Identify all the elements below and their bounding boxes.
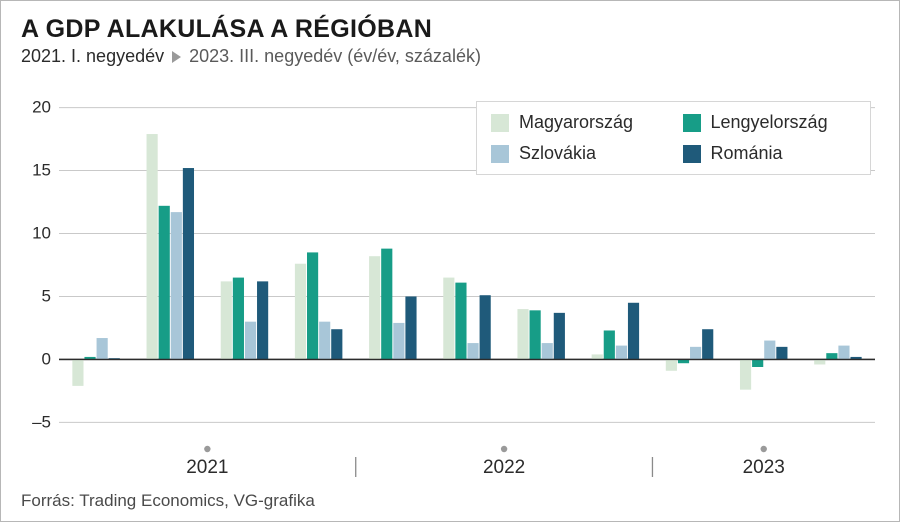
bar [455, 283, 466, 360]
legend: Magyarország Lengyelország Szlovákia Rom… [476, 101, 871, 175]
subtitle-from: 2021. I. negyedév [21, 46, 164, 67]
legend-label: Románia [711, 143, 783, 164]
bar [159, 206, 170, 360]
bar [245, 322, 256, 360]
year-label: 2022 [483, 457, 525, 478]
source-label: Forrás: Trading Economics, VG-grafika [21, 491, 315, 511]
bar [467, 343, 478, 359]
svg-text:20: 20 [32, 98, 51, 117]
year-label: 2023 [743, 457, 785, 478]
svg-text:15: 15 [32, 161, 51, 180]
legend-label: Lengyelország [711, 112, 828, 133]
bar [542, 343, 553, 359]
year-dot-icon [501, 446, 507, 452]
svg-text:–5: –5 [32, 412, 51, 431]
bar [530, 310, 541, 359]
chart-card: A GDP ALAKULÁSA A RÉGIÓBAN 2021. I. negy… [0, 0, 900, 522]
bar [233, 278, 244, 360]
bar [295, 264, 306, 360]
bar [666, 359, 677, 370]
year-label: 2021 [186, 457, 228, 478]
bar [443, 278, 454, 360]
bar [257, 281, 268, 359]
bar [405, 296, 416, 359]
bar [752, 359, 763, 367]
triangle-icon [172, 51, 181, 63]
bar [369, 256, 380, 359]
legend-item: Magyarország [491, 112, 665, 133]
bar [592, 354, 603, 359]
legend-item: Románia [683, 143, 857, 164]
bar [331, 329, 342, 359]
bar [147, 134, 158, 359]
bar [183, 168, 194, 359]
year-dot-icon [761, 446, 767, 452]
legend-label: Magyarország [519, 112, 633, 133]
bar [393, 323, 404, 360]
chart-subtitle: 2021. I. negyedév 2023. III. negyedév (é… [21, 46, 879, 67]
bar [307, 252, 318, 359]
bar [604, 330, 615, 359]
bar [628, 303, 639, 360]
bar [480, 295, 491, 359]
bar [702, 329, 713, 359]
legend-label: Szlovákia [519, 143, 596, 164]
svg-text:0: 0 [42, 349, 51, 368]
legend-item: Szlovákia [491, 143, 665, 164]
svg-text:10: 10 [32, 224, 51, 243]
bar [171, 212, 182, 359]
bar [319, 322, 330, 360]
bar [97, 338, 108, 359]
svg-text:5: 5 [42, 286, 51, 305]
bar [616, 346, 627, 360]
legend-swatch [491, 114, 509, 132]
legend-item: Lengyelország [683, 112, 857, 133]
bar [838, 346, 849, 360]
chart-title: A GDP ALAKULÁSA A RÉGIÓBAN [21, 15, 879, 44]
bar [814, 359, 825, 364]
bar [381, 249, 392, 360]
legend-swatch [683, 145, 701, 163]
subtitle-to: 2023. III. negyedév (év/év, százalék) [189, 46, 481, 67]
bar [554, 313, 565, 360]
legend-swatch [683, 114, 701, 132]
bar [221, 281, 232, 359]
bar [740, 359, 751, 389]
legend-swatch [491, 145, 509, 163]
bar [826, 353, 837, 359]
bar [690, 347, 701, 360]
bar [72, 359, 83, 385]
bar [517, 309, 528, 359]
bar [776, 347, 787, 360]
year-dot-icon [204, 446, 210, 452]
bar [764, 341, 775, 360]
